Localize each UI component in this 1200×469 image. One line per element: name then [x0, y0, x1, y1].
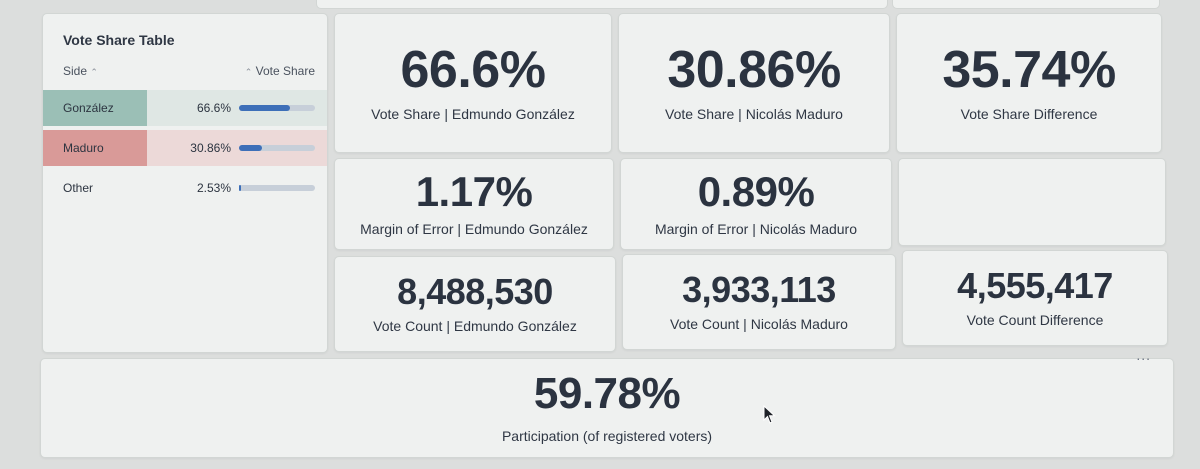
vote-share-bar-track [239, 105, 315, 111]
sort-icon: ⌃ [244, 67, 253, 77]
metric-value: 4,555,417 [957, 265, 1113, 306]
previous-card-edge [892, 0, 1160, 9]
vote-share-bar-fill [239, 185, 241, 191]
metric-label: Vote Share | Nicolás Maduro [665, 106, 843, 122]
cell-vote-share: 66.6% [196, 101, 231, 115]
table-title: Vote Share Table [63, 32, 175, 48]
metric-card-maduro-moe: 0.89% Margin of Error | Nicolás Maduro [620, 158, 892, 250]
metric-card-gonzalez-moe: 1.17% Margin of Error | Edmundo González [334, 158, 614, 250]
side-color-cell [43, 130, 147, 166]
metric-card-maduro-count: 3,933,113 Vote Count | Nicolás Maduro [622, 254, 896, 350]
table-row[interactable]: Maduro 30.86% [43, 130, 327, 166]
vote-share-table-card: Vote Share Table Side ⌃ ⌃ Vote Share Gon… [42, 13, 328, 353]
sort-icon: ⌃ [90, 67, 98, 77]
metric-value: 66.6% [400, 41, 546, 99]
more-options-button[interactable]: ... [1136, 347, 1151, 363]
metric-value: 59.78% [533, 369, 681, 418]
vote-share-bar-track [239, 185, 315, 191]
metric-value: 30.86% [667, 41, 841, 99]
metric-card-share-difference: 35.74% Vote Share Difference [896, 13, 1162, 153]
vote-share-bar-fill [239, 105, 290, 111]
cell-vote-share: 30.86% [190, 141, 231, 155]
metric-label: Margin of Error | Nicolás Maduro [654, 221, 858, 237]
side-color-cell [43, 90, 147, 126]
column-header-vote-share[interactable]: ⌃ Vote Share [244, 64, 315, 78]
metric-card-participation: ... 59.78% Participation (of registered … [40, 347, 1174, 458]
cell-vote-share: 2.53% [196, 181, 231, 195]
cell-side: Maduro [63, 141, 104, 155]
mouse-cursor-icon [763, 405, 776, 424]
metric-value: 1.17% [415, 168, 533, 215]
table-row[interactable]: González 66.6% [43, 90, 327, 126]
metric-card-gonzalez-share: 66.6% Vote Share | Edmundo González [334, 13, 612, 153]
cell-side: Other [63, 181, 94, 195]
metric-value: 0.89% [697, 168, 815, 215]
metric-label: Vote Count | Nicolás Maduro [670, 316, 848, 332]
metric-label: Vote Share Difference [960, 106, 1098, 122]
previous-card-edge [316, 0, 888, 9]
vote-share-bar-fill [239, 145, 263, 151]
column-header-side[interactable]: Side ⌃ [63, 64, 98, 78]
metric-card-count-difference: 4,555,417 Vote Count Difference [902, 250, 1168, 346]
metric-label: Vote Count | Edmundo González [373, 318, 577, 334]
metric-label: Vote Count Difference [966, 312, 1104, 328]
vote-share-bar-track [239, 145, 315, 151]
cell-side: González [63, 101, 114, 115]
metric-value: 35.74% [942, 41, 1116, 99]
side-color-cell [43, 170, 147, 206]
metric-label: Margin of Error | Edmundo González [360, 221, 588, 237]
metric-card-maduro-share: 30.86% Vote Share | Nicolás Maduro [618, 13, 890, 153]
metric-label: Vote Share | Edmundo González [371, 106, 575, 122]
metric-label: Participation (of registered voters) [501, 428, 713, 444]
empty-card [898, 158, 1166, 246]
metric-card-gonzalez-count: 8,488,530 Vote Count | Edmundo González [334, 256, 616, 352]
metric-value: 8,488,530 [397, 271, 553, 312]
metric-value: 3,933,113 [682, 269, 836, 310]
table-row[interactable]: Other 2.53% [43, 170, 327, 206]
